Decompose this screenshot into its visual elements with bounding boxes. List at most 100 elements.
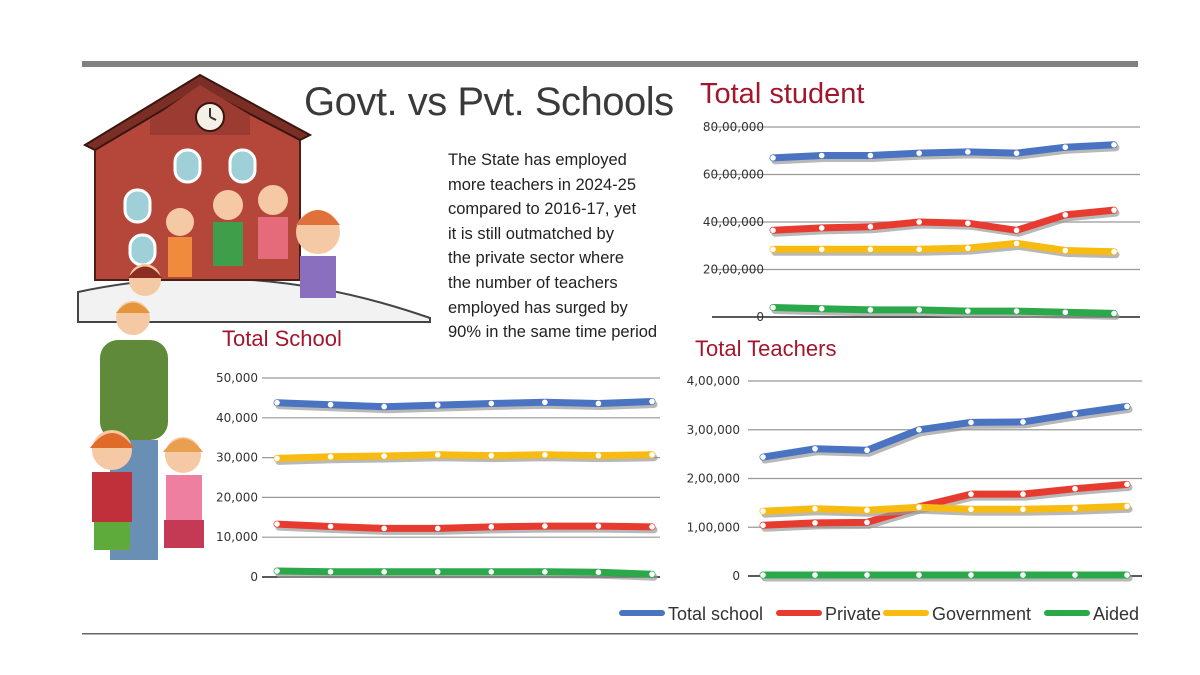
- data-point: [595, 400, 602, 407]
- data-point: [1020, 491, 1026, 497]
- data-point: [867, 152, 874, 159]
- data-point: [968, 572, 974, 578]
- data-point: [274, 399, 280, 406]
- data-point: [434, 452, 441, 458]
- y-tick-label: 60,00,000: [703, 168, 764, 182]
- data-point: [916, 150, 922, 156]
- data-point: [542, 399, 548, 406]
- series-line-total-school: [769, 141, 1118, 162]
- data-point: [1013, 227, 1020, 234]
- data-point: [968, 506, 974, 513]
- data-point: [595, 523, 602, 529]
- data-point: [488, 452, 495, 459]
- data-point: [1111, 248, 1117, 255]
- data-point: [595, 569, 602, 576]
- data-point: [488, 569, 495, 575]
- data-point: [1124, 503, 1130, 510]
- series-line-aided: [769, 304, 1118, 317]
- series-line-government: [273, 451, 656, 462]
- series-line-total-school: [759, 402, 1131, 461]
- data-point: [864, 519, 870, 526]
- data-point: [434, 525, 441, 532]
- data-point: [327, 523, 334, 530]
- data-point: [818, 225, 825, 231]
- legend-label: Total school: [668, 604, 763, 624]
- legend-label: Private: [825, 604, 881, 624]
- data-point: [1062, 212, 1069, 218]
- summary-line: the private sector where: [448, 249, 625, 268]
- data-point: [1020, 506, 1026, 513]
- data-point: [1111, 207, 1117, 213]
- data-point: [1062, 309, 1069, 316]
- y-tick-label: 40,00,000: [703, 215, 764, 229]
- y-tick-label: 40,000: [216, 411, 258, 425]
- data-point: [965, 308, 971, 314]
- data-point: [760, 572, 766, 578]
- data-point: [760, 522, 766, 529]
- data-point: [1111, 142, 1117, 148]
- data-point: [770, 246, 776, 253]
- data-point: [649, 571, 655, 578]
- data-point: [1062, 247, 1069, 254]
- data-point: [864, 507, 870, 513]
- series-line-private: [759, 480, 1131, 529]
- data-point: [770, 304, 776, 311]
- summary-text: The State has employed more teachers in …: [448, 148, 657, 345]
- y-tick-label: 20,00,000: [703, 263, 764, 277]
- data-point: [327, 454, 334, 460]
- data-point: [649, 452, 655, 458]
- data-point: [327, 569, 334, 575]
- data-point: [1013, 150, 1020, 156]
- chart-students: 0 20,00,000 40,00,000 60,00,000 80,00,000: [703, 120, 1140, 324]
- data-point: [965, 245, 971, 251]
- data-point: [1111, 310, 1117, 317]
- summary-line: employed has surged by: [448, 298, 628, 317]
- data-point: [812, 520, 818, 526]
- y-tick-label: 0: [250, 570, 258, 584]
- legend-label: Government: [932, 604, 1031, 624]
- data-point: [916, 219, 922, 225]
- data-point: [381, 453, 387, 459]
- data-point: [542, 569, 548, 575]
- data-point: [381, 525, 387, 532]
- data-point: [812, 505, 818, 512]
- y-tick-label: 0: [756, 310, 764, 324]
- y-tick-label: 10,000: [216, 530, 258, 544]
- data-point: [812, 572, 818, 578]
- data-point: [1062, 144, 1069, 150]
- data-point: [968, 419, 974, 426]
- chart-title-schools: Total School: [222, 326, 342, 351]
- summary-line: the number of teachers: [448, 273, 618, 292]
- series-line-private: [273, 520, 656, 532]
- data-point: [1013, 240, 1020, 247]
- data-point: [1124, 481, 1130, 488]
- summary-line: 90% in the same time period: [448, 323, 658, 342]
- summary-line: it is still outmatched by: [448, 224, 614, 243]
- data-point: [488, 400, 495, 407]
- data-point: [760, 508, 766, 514]
- chart-title-students: Total student: [700, 78, 865, 110]
- data-point: [770, 227, 776, 234]
- data-point: [916, 246, 922, 253]
- y-tick-label: 4,00,000: [687, 374, 740, 388]
- y-tick-label: 2,00,000: [687, 472, 740, 486]
- legend-label: Aided: [1093, 604, 1139, 624]
- y-tick-label: 1,00,000: [687, 520, 740, 534]
- data-point: [381, 569, 387, 575]
- data-point: [434, 402, 441, 408]
- y-tick-label: 50,000: [216, 371, 258, 385]
- series-line-aided: [273, 567, 656, 578]
- data-point: [916, 504, 922, 511]
- chart-title-teachers: Total Teachers: [695, 336, 837, 361]
- data-point: [812, 445, 818, 452]
- data-point: [274, 521, 280, 527]
- legend: Total school Private Government Aided: [619, 604, 1139, 624]
- chart-schools: 0 10,000 20,000 30,000 40,000 50,000: [216, 371, 660, 584]
- data-point: [965, 220, 971, 226]
- data-point: [488, 524, 495, 530]
- summary-line: more teachers in 2024-25: [448, 175, 637, 194]
- series-line-government: [769, 239, 1118, 256]
- data-point: [649, 524, 655, 530]
- summary-line: compared to 2016-17, yet: [448, 200, 637, 219]
